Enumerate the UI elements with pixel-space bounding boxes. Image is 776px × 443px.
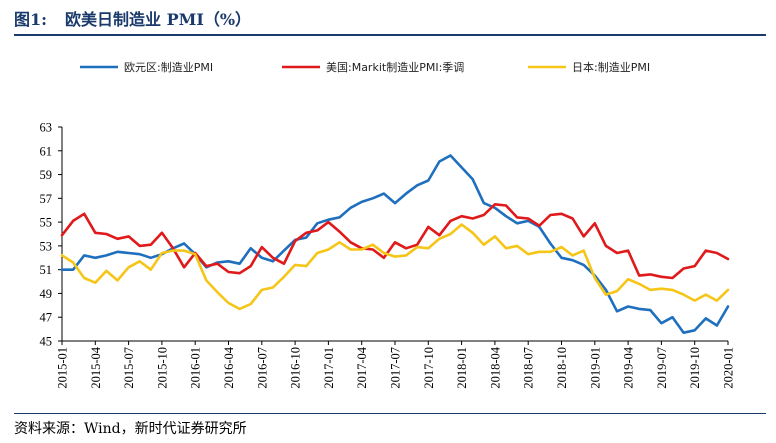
x-tick-label: 2015-10 [155,347,169,389]
figure-title-text: 欧美日制造业 PMI（%） [65,10,252,29]
x-tick-label: 2019-07 [655,347,669,389]
y-tick-label: 57 [40,192,53,206]
x-tick-label: 2017-10 [422,347,436,389]
legend: 欧元区:制造业PMI 美国:Markit制造业PMI:季调 日本:制造业PMI [80,60,650,74]
x-tick-label: 2018-07 [522,347,536,389]
x-tick-label: 2018-10 [555,347,569,389]
x-tick-label: 2019-04 [622,346,636,388]
series-line-2 [60,203,730,280]
source-note: 资料来源：Wind，新时代证券研究所 [14,421,247,437]
x-tick-label: 2016-07 [255,347,269,389]
y-tick-label: 59 [40,168,53,182]
x-tick-label: 2016-01 [189,347,203,389]
legend-label-3: 日本:制造业PMI [572,60,650,74]
x-tick-label: 2016-04 [222,346,236,388]
y-tick-label: 45 [40,335,53,349]
x-tick-label: 2015-04 [89,346,103,388]
x-tick-label: 2019-10 [688,347,702,389]
header-rule [14,34,766,36]
x-tick-label: 2017-07 [389,347,403,389]
x-tick-label: 2017-01 [322,347,336,389]
pmi-line-chart: 欧元区:制造业PMI 美国:Markit制造业PMI:季调 日本:制造业PMI 45… [40,60,736,389]
footer-rule [14,413,766,414]
axes: 45 47 49 51 53 55 57 59 61 63 2015-01 2015-04 2015-0… [40,121,736,389]
x-tick-label: 2020-01 [722,347,736,389]
y-tick-label: 55 [40,216,53,230]
x-tick-label: 2015-01 [56,347,70,389]
legend-label-2: 美国:Markit制造业PMI:季调 [326,60,464,74]
y-tick-label: 53 [40,239,53,253]
x-tick-label: 2015-07 [122,347,136,389]
figure-number: 图1: [14,10,48,29]
x-tick-label: 2018-04 [488,346,502,388]
figure-header: 图1: 欧美日制造业 PMI（%） [0,0,776,34]
figure-title: 图1: 欧美日制造业 PMI（%） [14,6,251,30]
x-tick-label: 2019-01 [588,347,602,389]
x-tick-label: 2016-10 [289,347,303,389]
y-tick-label: 63 [40,121,53,135]
series-lines [60,154,730,335]
y-tick-label: 47 [40,311,53,325]
x-tick-label: 2017-04 [355,346,369,388]
y-tick-label: 61 [40,144,53,158]
y-tick-label: 49 [40,287,53,301]
x-tick-label: 2018-01 [455,347,469,389]
legend-label-1: 欧元区:制造业PMI [124,60,213,74]
series-line-3 [60,223,730,311]
y-tick-label: 51 [40,263,53,277]
